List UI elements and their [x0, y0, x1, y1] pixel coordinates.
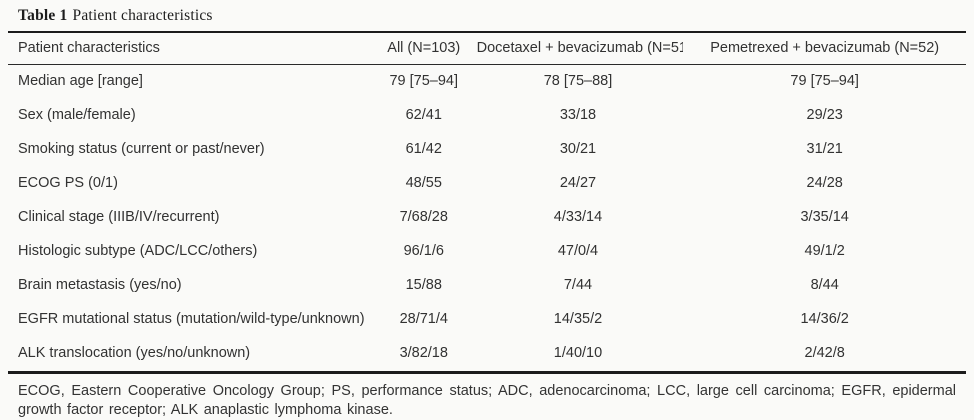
- cell-value: 1/40/10: [472, 337, 684, 374]
- cell-value: 33/18: [559, 107, 597, 123]
- cell-value: 14/36/2: [800, 311, 849, 327]
- row-label: EGFR mutational status (mutation/wild-ty…: [18, 311, 365, 327]
- cell-value: 15/88: [405, 277, 442, 293]
- cell-value: 7/68/28: [399, 209, 448, 225]
- cell-value: 48/55: [405, 175, 442, 191]
- cell-value: 29/23: [806, 107, 843, 123]
- row-label: Clinical stage (IIIB/IV/recurrent): [18, 209, 220, 225]
- table-row: Brain metastasis (yes/no) 15/88 7/44 8/4…: [8, 269, 966, 303]
- column-header-docetaxel: Docetaxel + bevacizumab (N=51): [472, 32, 684, 65]
- cell-value: 2/42/8: [683, 337, 966, 374]
- cell-value: 24/27: [559, 175, 597, 191]
- table-title-text: Patient characteristics: [72, 7, 213, 24]
- table-row: Sex (male/female) 62/41 33/18 29/23: [8, 99, 966, 133]
- cell-value: 7/44: [563, 277, 593, 293]
- row-label: Histologic subtype (ADC/LCC/others): [18, 243, 258, 259]
- cell-value: 8/44: [810, 277, 839, 293]
- header-row: Patient characteristics All (N=103) Doce…: [8, 32, 966, 65]
- cell-value: 79 [75–94]: [389, 73, 459, 89]
- cell-value: 3/35/14: [800, 209, 849, 225]
- row-label: Smoking status (current or past/never): [18, 141, 265, 157]
- cell-value: 62/41: [405, 107, 442, 123]
- table-row: ECOG PS (0/1) 48/55 24/27 24/28: [8, 167, 966, 201]
- cell-value: 4/33/14: [553, 209, 603, 225]
- column-header-all: All (N=103): [374, 32, 473, 65]
- table-row: EGFR mutational status (mutation/wild-ty…: [8, 303, 966, 337]
- table-header: Patient characteristics All (N=103) Doce…: [8, 32, 966, 65]
- row-label: Sex (male/female): [18, 107, 136, 123]
- table-row: Clinical stage (IIIB/IV/recurrent) 7/68/…: [8, 201, 966, 235]
- cell-value: 28/71/4: [399, 311, 448, 327]
- patient-characteristics-table: Patient characteristics All (N=103) Doce…: [8, 31, 966, 374]
- cell-value: 49/1/2: [804, 243, 845, 259]
- row-label: Brain metastasis (yes/no): [18, 277, 182, 293]
- cell-value: 79 [75–94]: [790, 73, 859, 89]
- table-title: Table 1 Patient characteristics: [8, 5, 966, 31]
- cell-value: 61/42: [405, 141, 442, 157]
- table-footnote: ECOG, Eastern Cooperative Oncology Group…: [18, 383, 956, 418]
- column-header-pemetrexed: Pemetrexed + bevacizumab (N=52): [683, 32, 966, 65]
- table-row: Smoking status (current or past/never) 6…: [8, 133, 966, 167]
- cell-value: 30/21: [559, 141, 597, 157]
- table-body: Median age [range] 79 [75–94] 78 [75–88]…: [8, 65, 966, 374]
- table-row: Median age [range] 79 [75–94] 78 [75–88]…: [8, 65, 966, 100]
- cell-value: 24/28: [806, 175, 843, 191]
- table-number: Table 1: [18, 7, 68, 24]
- row-label: ECOG PS (0/1): [18, 175, 118, 191]
- cell-value: 78 [75–88]: [543, 73, 613, 89]
- row-label: ALK translocation (yes/no/unknown): [8, 337, 375, 374]
- column-header-characteristics: Patient characteristics: [8, 32, 375, 65]
- cell-value: 47/0/4: [557, 243, 599, 259]
- table-row: Histologic subtype (ADC/LCC/others) 96/1…: [8, 235, 966, 269]
- cell-value: 96/1/6: [403, 243, 444, 259]
- table-row: ALK translocation (yes/no/unknown) 3/82/…: [8, 337, 966, 374]
- cell-value: 14/35/2: [553, 311, 603, 327]
- row-label: Median age [range]: [18, 73, 143, 89]
- cell-value: 3/82/18: [374, 337, 473, 374]
- cell-value: 31/21: [806, 141, 843, 157]
